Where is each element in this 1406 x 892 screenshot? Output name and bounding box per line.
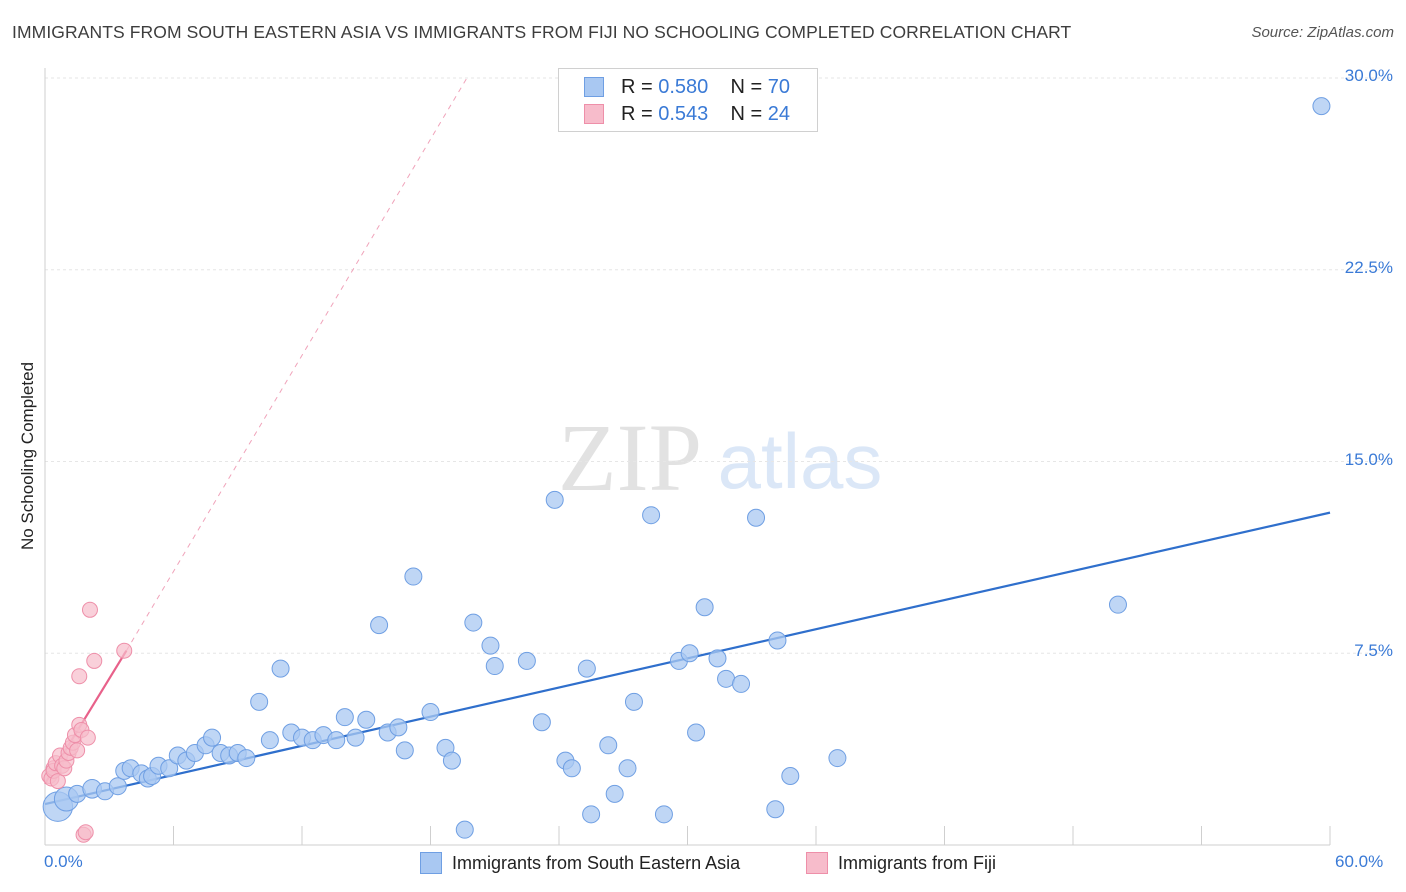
point-south-eastern-asia-40 [442,751,461,770]
grid-lines [45,77,1390,654]
y-tick-label-3: 30.0% [1344,66,1393,85]
point-south-eastern-asia-17 [203,728,222,747]
point-fiji-21 [81,601,98,618]
point-south-eastern-asia-37 [404,567,423,586]
watermark: ZIP atlas [558,404,882,511]
point-south-eastern-asia-22 [250,692,269,711]
point-south-eastern-asia-32 [357,710,376,729]
watermark-atlas: atlas [718,417,883,505]
point-south-eastern-asia-65 [747,508,766,527]
point-south-eastern-asia-41 [455,820,474,839]
legend-swatch-pink [806,852,828,874]
point-south-eastern-asia-5 [108,777,127,796]
legend-n-value: 24 [767,102,791,125]
y-axis-title: No Schooling Completed [18,361,37,551]
point-south-eastern-asia-68 [781,766,800,785]
axes [44,68,1331,846]
point-south-eastern-asia-61 [695,598,714,617]
point-south-eastern-asia-50 [577,659,596,678]
series-south-eastern-asia [42,97,1331,839]
point-south-eastern-asia-12 [160,759,179,778]
point-south-eastern-asia-47 [545,490,564,509]
legend-label: Immigrants from South Eastern Asia [452,852,741,873]
legend-r-label: R = [621,102,653,125]
source-label: Source: ZipAtlas.com [1251,24,1394,41]
point-south-eastern-asia-36 [395,741,414,760]
point-south-eastern-asia-59 [680,644,699,663]
legend-r-label: R = [621,75,653,98]
chart-title: IMMIGRANTS FROM SOUTH EASTERN ASIA VS IM… [12,22,1072,42]
legend-r-value: 0.580 [658,75,709,98]
correlation-legend: R = 0.580 N = 70 R = 0.543 N = 24 [558,68,818,132]
point-south-eastern-asia-33 [370,616,389,635]
point-fiji-19 [77,824,94,841]
point-south-eastern-asia-23 [260,731,279,750]
point-south-eastern-asia-60 [687,723,706,742]
point-south-eastern-asia-71 [1312,97,1331,116]
point-south-eastern-asia-57 [654,805,673,824]
point-south-eastern-asia-43 [481,636,500,655]
point-south-eastern-asia-21 [237,749,256,768]
point-south-eastern-asia-55 [624,692,643,711]
point-south-eastern-asia-44 [485,657,504,676]
legend-n-value: 70 [767,75,791,98]
point-south-eastern-asia-49 [562,759,581,778]
point-south-eastern-asia-53 [605,784,624,803]
legend-item-fiji[interactable]: Immigrants from Fiji [806,852,996,874]
point-south-eastern-asia-46 [532,713,551,732]
point-south-eastern-asia-67 [768,631,787,650]
point-fiji-17 [71,668,88,685]
x-tick-label-max: 60.0% [1335,852,1384,871]
series-legend: Immigrants from South Eastern Asia Immig… [0,852,1406,878]
point-south-eastern-asia-42 [464,613,483,632]
y-tick-label-0: 7.5% [1354,641,1393,661]
point-south-eastern-asia-70 [1108,595,1127,614]
point-fiji-20 [79,729,96,746]
legend-swatch-pink [584,104,604,124]
point-south-eastern-asia-45 [517,651,536,670]
trend-line-fiji-extended [125,77,468,651]
point-south-eastern-asia-64 [732,674,751,693]
legend-row-fiji: R = 0.543 N = 24 [584,102,791,126]
legend-swatch-blue [584,77,604,97]
point-fiji-5 [49,773,66,790]
point-south-eastern-asia-51 [582,805,601,824]
point-fiji-22 [86,652,103,669]
series-fiji [41,601,133,843]
point-south-eastern-asia-56 [642,506,661,525]
point-south-eastern-asia-69 [828,749,847,768]
point-south-eastern-asia-30 [335,708,354,727]
legend-swatch-blue [420,852,442,874]
legend-n-label: N = [730,102,763,125]
point-south-eastern-asia-24 [271,659,290,678]
legend-r-value: 0.543 [658,102,709,125]
point-south-eastern-asia-35 [389,718,408,737]
legend-label: Immigrants from Fiji [838,852,997,873]
point-south-eastern-asia-29 [327,731,346,750]
y-tick-label-1: 15.0% [1344,449,1393,469]
legend-row-south-eastern-asia: R = 0.580 N = 70 [584,75,791,99]
point-south-eastern-asia-66 [766,800,785,819]
legend-n-label: N = [730,75,763,98]
point-south-eastern-asia-38 [421,703,440,722]
point-south-eastern-asia-62 [708,649,727,668]
x-tick-label-min: 0.0% [44,852,83,871]
y-tick-label-2: 22.5% [1344,257,1393,277]
point-south-eastern-asia-63 [717,669,736,688]
point-fiji-23 [116,642,133,659]
point-fiji-14 [69,742,86,759]
point-south-eastern-asia-54 [618,759,637,778]
watermark-zip: ZIP [558,404,702,511]
legend-item-south-eastern-asia[interactable]: Immigrants from South Eastern Asia [420,852,740,874]
point-south-eastern-asia-52 [599,736,618,755]
point-south-eastern-asia-31 [346,728,365,747]
